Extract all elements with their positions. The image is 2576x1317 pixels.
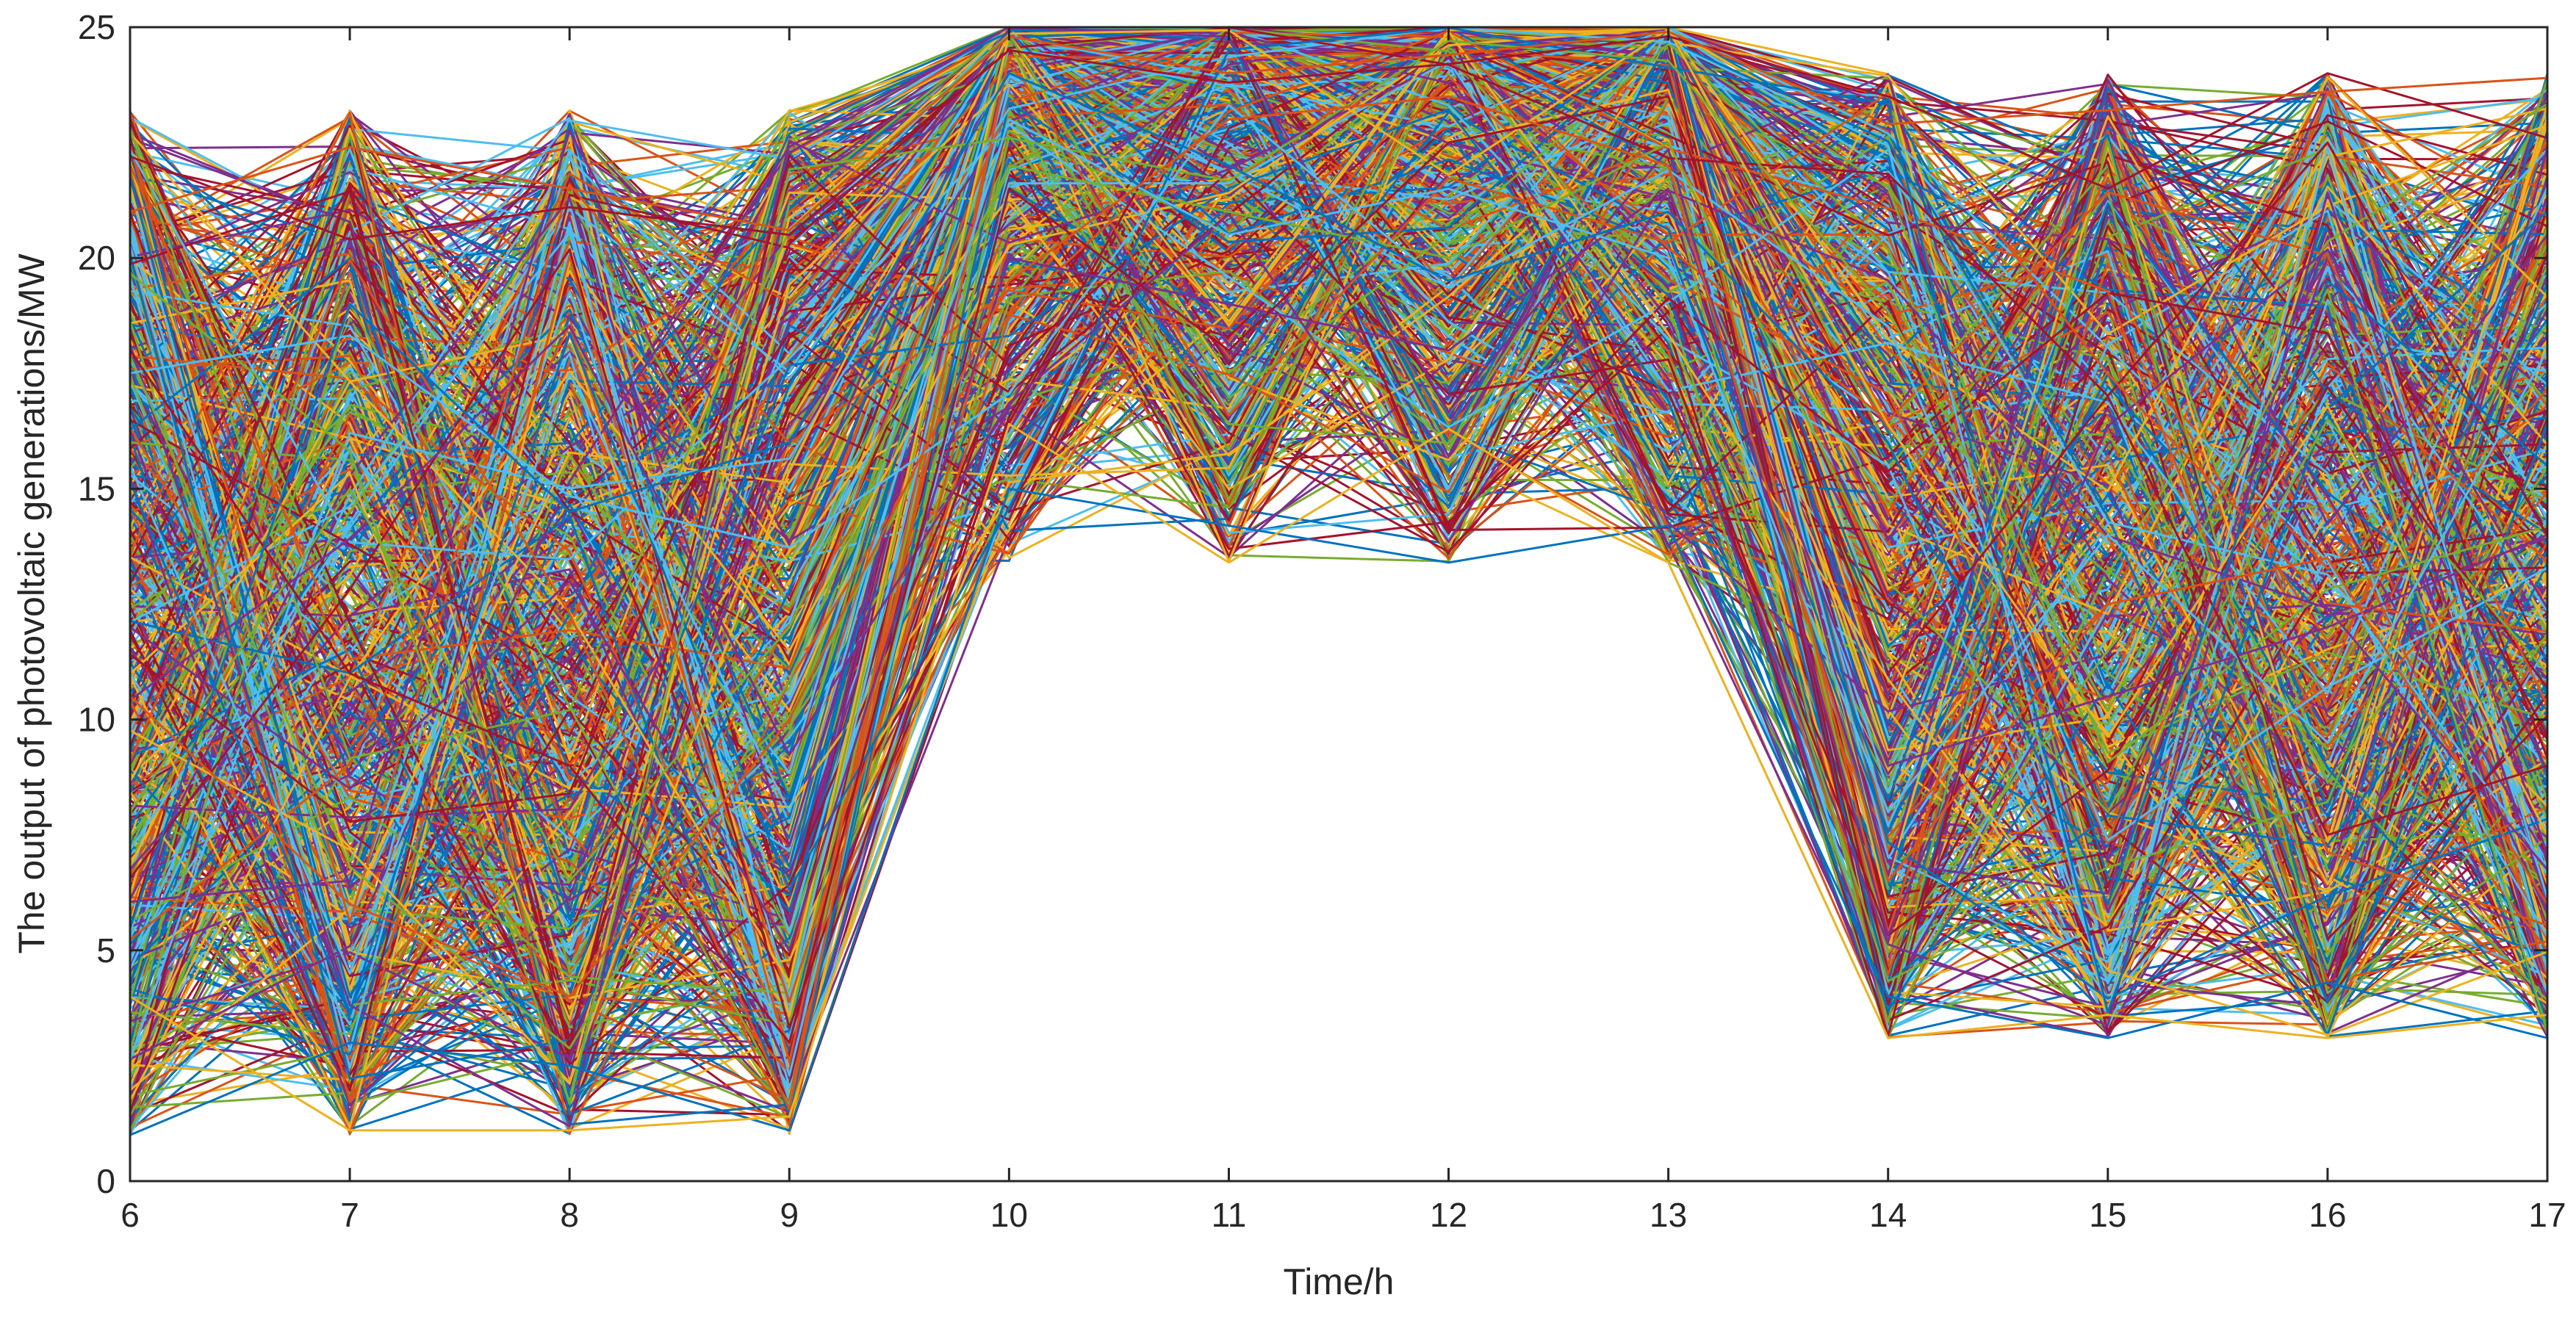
- series-line: [129, 26, 2549, 1033]
- series-line: [129, 40, 2548, 995]
- y-tick-label: 5: [96, 931, 115, 970]
- series-line: [129, 72, 2548, 928]
- y-tick-label: 0: [96, 1162, 115, 1200]
- series-line: [129, 26, 2549, 1055]
- series-line: [129, 104, 2548, 842]
- series-line: [129, 177, 2549, 1009]
- series-line: [129, 32, 2549, 707]
- x-tick-label: 8: [560, 1196, 579, 1234]
- x-tick-label: 12: [1430, 1196, 1467, 1234]
- series-line: [129, 118, 2549, 975]
- series-line: [129, 27, 2549, 1127]
- x-tick-label: 7: [340, 1196, 359, 1234]
- series-layer: [129, 26, 2549, 1136]
- x-tick-label: 9: [780, 1196, 799, 1234]
- series-line: [129, 30, 2548, 231]
- series-line: [129, 40, 2549, 1105]
- series-line: [129, 108, 2549, 1036]
- series-line: [129, 30, 2549, 1059]
- series-line: [129, 26, 2549, 1014]
- series-line: [129, 37, 2548, 1031]
- series-line: [129, 26, 2548, 1109]
- series-line: [129, 26, 2548, 1077]
- series-line: [129, 27, 2549, 1102]
- series-line: [129, 55, 2548, 1111]
- x-tick-label: 15: [2089, 1196, 2126, 1234]
- series-line: [129, 41, 2548, 1092]
- x-tick-label: 16: [2309, 1196, 2346, 1234]
- x-tick-label: 14: [1869, 1196, 1907, 1234]
- series-line: [129, 154, 2549, 1047]
- series-line: [129, 33, 2548, 764]
- series-line: [129, 134, 2549, 1107]
- x-tick-label: 10: [990, 1196, 1028, 1234]
- series-line: [129, 41, 2549, 1092]
- series-line: [129, 26, 2549, 1029]
- x-tick-label: 13: [1649, 1196, 1687, 1234]
- series-line: [129, 141, 2549, 882]
- y-tick-label: 25: [78, 8, 115, 46]
- series-line: [129, 26, 2549, 1102]
- series-line: [129, 26, 2549, 1092]
- series-line: [129, 27, 2548, 1026]
- series-line: [129, 29, 2549, 1080]
- y-tick-label: 15: [78, 469, 115, 508]
- x-tick-label: 17: [2528, 1196, 2566, 1234]
- series-line: [129, 28, 2549, 1084]
- series-line: [129, 30, 2548, 1003]
- series-line: [129, 35, 2548, 241]
- series-line: [129, 104, 2549, 1047]
- series-line: [129, 187, 2548, 952]
- series-line: [129, 29, 2549, 1003]
- x-axis-label: Time/h: [1284, 1261, 1395, 1302]
- series-line: [129, 95, 2549, 998]
- x-tick-label: 11: [1212, 1196, 1247, 1234]
- series-line: [129, 422, 2548, 1132]
- series-line: [129, 103, 2549, 999]
- ticks-layer: 6 7 8 9 10 11 12 13 14 15 16 17 0 5 10 15 20 25: [78, 8, 2566, 1234]
- series-line: [129, 487, 2548, 1136]
- series-line: [129, 26, 2549, 1002]
- series-line: [129, 29, 2549, 1021]
- x-tick-label: 6: [120, 1196, 140, 1234]
- plot-frame: [129, 26, 2549, 1183]
- series-line: [129, 95, 2548, 1044]
- series-line: [129, 28, 2549, 927]
- series-line: [129, 30, 2548, 1036]
- y-axis-label: The output of photovoltaic generations/M…: [11, 253, 52, 954]
- series-line: [129, 189, 2549, 870]
- y-tick-label: 20: [78, 239, 115, 277]
- series-line: [129, 26, 2549, 1072]
- series-line: [129, 27, 2549, 1107]
- series-line: [129, 26, 2549, 1060]
- series-line: [129, 26, 2549, 823]
- series-line: [129, 36, 2548, 954]
- series-line: [129, 36, 2549, 900]
- series-line: [129, 26, 2549, 802]
- y-tick-label: 10: [78, 701, 115, 739]
- series-line: [129, 97, 2548, 930]
- series-line: [129, 26, 2549, 1027]
